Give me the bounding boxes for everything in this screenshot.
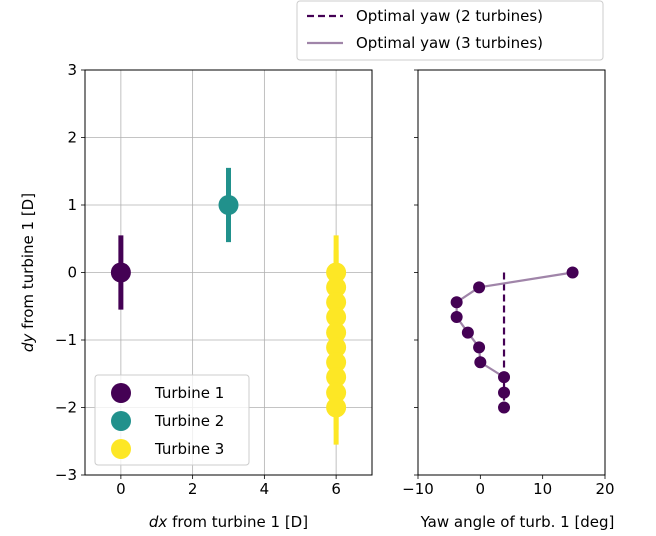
legend-marker — [111, 439, 131, 459]
y-axis-label: dy from turbine 1 [D] — [19, 193, 37, 352]
x-tick-label: 6 — [331, 480, 341, 498]
turbine-marker — [326, 277, 347, 298]
turbine-marker — [326, 292, 347, 313]
turbine-marker — [326, 367, 347, 388]
legend-box — [94, 374, 250, 466]
y-tick-label: −3 — [55, 466, 77, 484]
legend-label: Turbine 3 — [154, 440, 224, 458]
y-tick-label: 1 — [67, 196, 77, 214]
yaw-marker — [498, 401, 511, 414]
right-panel: −10 0 10 20 Yaw angle of turb. 1 [deg] — [402, 69, 615, 531]
turbine-marker — [326, 262, 347, 283]
legend-label: Optimal yaw (3 turbines) — [356, 34, 543, 52]
x-axis-label: dx from turbine 1 [D] — [149, 513, 308, 531]
turbine-marker — [326, 322, 347, 343]
yaw-marker — [473, 281, 486, 294]
y-tick-label: −1 — [55, 331, 77, 349]
yaw-marker — [461, 326, 474, 339]
turbine-marker — [326, 397, 347, 418]
y-tick-label: 0 — [67, 264, 77, 282]
yaw-marker — [474, 356, 487, 369]
turbine-marker — [218, 195, 239, 215]
turbine-marker — [326, 382, 347, 403]
y-tick-label: 3 — [67, 61, 77, 79]
legend-marker — [111, 411, 131, 431]
turbine-marker — [326, 337, 347, 358]
yaw-legend: Optimal yaw (2 turbines) Optimal yaw (3 t… — [296, 0, 604, 61]
turbine-marker — [326, 307, 347, 328]
x-tick-label: 10 — [533, 480, 552, 498]
legend-box — [296, 0, 604, 61]
left-panel: 0 2 4 6 −3 −2 −1 0 1 2 3 dx from turbine 1 [D] dy fr… — [19, 61, 373, 531]
yaw-marker — [498, 371, 511, 384]
x-tick-label: 0 — [116, 480, 126, 498]
yaw-marker — [498, 386, 511, 399]
x-tick-label: 0 — [476, 480, 486, 498]
x-tick-label: −10 — [402, 480, 434, 498]
turbine-marker — [326, 352, 347, 373]
turbine-legend: Turbine 1 Turbine 2 Turbine 3 — [94, 374, 250, 466]
yaw-marker — [473, 341, 486, 354]
x-tick-label: 4 — [260, 480, 270, 498]
legend-label: Turbine 2 — [154, 412, 224, 430]
yaw-marker — [450, 311, 463, 324]
legend-label: Optimal yaw (2 turbines) — [356, 7, 543, 25]
turbine-marker — [110, 262, 131, 283]
legend-label: Turbine 1 — [154, 384, 224, 402]
legend-marker — [111, 383, 131, 403]
y-tick-label: 2 — [67, 129, 77, 147]
x-tick-label: 20 — [595, 480, 614, 498]
yaw-marker — [450, 296, 463, 309]
yaw-marker — [566, 266, 579, 279]
x-tick-label: 2 — [188, 480, 198, 498]
x-axis-label: Yaw angle of turb. 1 [deg] — [420, 513, 615, 531]
y-tick-label: −2 — [55, 399, 77, 417]
